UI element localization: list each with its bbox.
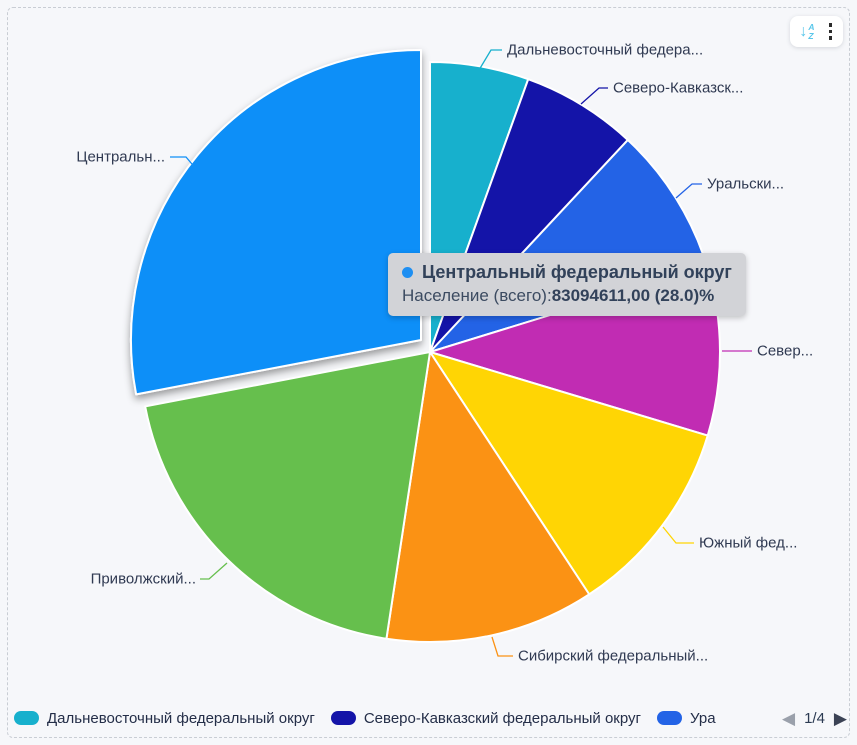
callout-leader-line <box>675 183 702 199</box>
pie-slice-5[interactable] <box>385 351 591 643</box>
kebab-dot-icon <box>828 36 832 40</box>
legend-item-uralsky[interactable]: Ура <box>657 710 716 727</box>
slice-callout-label-5: Сибирский федеральный... <box>518 647 709 665</box>
legend-swatch-icon <box>657 711 683 725</box>
slice-callout-label-3: Север... <box>757 342 814 360</box>
slice-callout-label-7: Центральн... <box>76 148 165 166</box>
pie-slice-6[interactable] <box>144 351 431 640</box>
kebab-dot-icon <box>828 23 832 27</box>
legend-items: Дальневосточный федеральный округ Северо… <box>14 710 776 727</box>
slice-callout-label-0: Дальневосточный федера... <box>507 41 704 59</box>
tooltip-series-bullet-icon <box>402 267 413 278</box>
callout-leader-line <box>491 636 513 657</box>
legend-next-page-arrow-icon[interactable]: ▶ <box>833 708 847 728</box>
callout-leader-line <box>170 156 198 171</box>
callout-leader-line <box>662 526 694 544</box>
kebab-dot-icon <box>828 29 832 34</box>
tooltip-value: 83094611,00 (28.0)% <box>551 286 715 305</box>
sort-arrow-down-icon: ↓ <box>799 22 808 40</box>
legend-item-label: Северо-Кавказский федеральный округ <box>363 709 642 727</box>
callout-leader-line <box>478 49 502 71</box>
more-options-button[interactable] <box>827 21 835 42</box>
callout-leader-line <box>200 562 228 580</box>
pie-slice-4[interactable] <box>429 351 709 596</box>
legend-page-indicator: 1/4 <box>804 709 825 727</box>
legend-item-dalnevostochny[interactable]: Дальневосточный федеральный округ <box>14 710 315 727</box>
slice-callout-label-2: Уральски... <box>707 175 785 193</box>
legend-pagination: ◀ 1/4 ▶ <box>782 710 847 727</box>
tooltip-metric-label: Население (всего): <box>402 286 552 305</box>
legend-swatch-icon <box>330 711 356 725</box>
legend-item-severo-kavkazsky[interactable]: Северо-Кавказский федеральный округ <box>330 709 642 727</box>
legend: Дальневосточный федеральный округ Северо… <box>0 707 857 729</box>
callout-leader-line <box>580 87 608 105</box>
tooltip: Центральный федеральный округ Население … <box>388 253 746 316</box>
slice-callout-label-4: Южный фед... <box>699 534 798 552</box>
tooltip-series-name: Центральный федеральный округ <box>422 262 732 282</box>
legend-prev-page-arrow-icon[interactable]: ◀ <box>781 708 796 728</box>
legend-item-label: Дальневосточный федеральный округ <box>47 709 315 727</box>
slice-callout-label-6: Приволжский... <box>90 570 196 588</box>
legend-swatch-icon <box>14 711 39 725</box>
pie-slice-7[interactable] <box>130 49 422 396</box>
legend-item-label: Ура <box>690 709 716 727</box>
slice-callout-label-1: Северо-Кавказск... <box>613 79 744 97</box>
